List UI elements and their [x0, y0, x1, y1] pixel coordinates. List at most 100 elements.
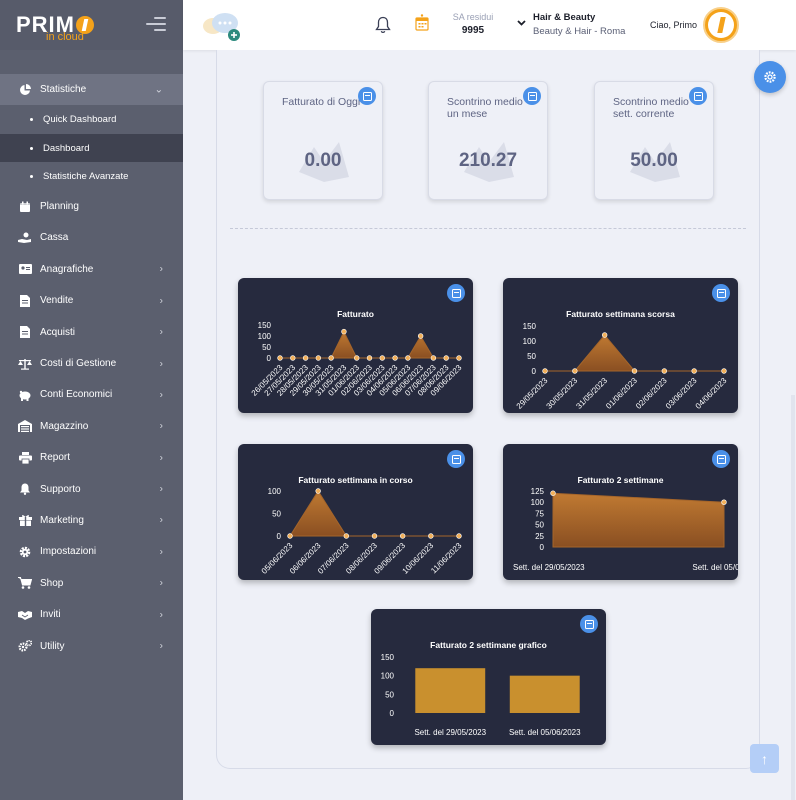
y-tick-label: 0 [267, 354, 272, 363]
export-icon[interactable] [447, 450, 465, 468]
sidebar-item-label: Anagrafiche [40, 263, 94, 275]
chat-support-icon[interactable] [201, 10, 243, 42]
data-point [290, 355, 296, 361]
salon-name: Hair & Beauty [533, 12, 596, 23]
scroll-to-top-button[interactable]: ↑ [750, 744, 779, 773]
kpi-value: 210.27 [458, 150, 518, 171]
chevron-down-icon [517, 18, 526, 29]
chart-svg: Fatturato05010015026/05/202327/05/202328… [250, 309, 464, 398]
chevron-right-icon: › [159, 577, 163, 589]
avatar[interactable] [703, 7, 739, 43]
data-point [631, 368, 638, 374]
scrollbar[interactable] [791, 395, 795, 800]
y-tick-label: 75 [535, 509, 544, 518]
sidebar-item-shop[interactable]: Shop › [0, 568, 183, 599]
kpi-value: 50.00 [630, 150, 678, 171]
y-tick-label: 50 [535, 521, 544, 530]
data-point [572, 368, 578, 374]
y-tick-label: 125 [531, 487, 545, 496]
sidebar-item-impostazioni[interactable]: Impostazioni › [0, 536, 183, 567]
data-point [417, 333, 424, 339]
sidebar-item-marketing[interactable]: Marketing › [0, 505, 183, 536]
sidebar-item-supporto[interactable]: Supporto › [0, 473, 183, 504]
data-point [287, 533, 293, 539]
data-point [456, 355, 462, 361]
sidebar-subitem-label: Quick Dashboard [43, 114, 117, 126]
logo[interactable]: PRIM in cloud [16, 12, 94, 43]
gears-icon [18, 639, 32, 653]
export-icon[interactable] [712, 450, 730, 468]
sidebar-item-conti-economici[interactable]: Conti Economici › [0, 379, 183, 410]
sidebar-item-inviti[interactable]: Inviti › [0, 599, 183, 630]
sidebar-item-costi-di-gestione[interactable]: Costi di Gestione › [0, 348, 183, 379]
export-icon[interactable] [523, 87, 541, 105]
sidebar-item-label: Inviti [40, 609, 61, 621]
area-series [289, 490, 459, 537]
user-greeting: Ciao, Primo [650, 20, 698, 30]
bar [415, 668, 486, 713]
sidebar-subitem-quick-dashboard[interactable]: Quick Dashboard [0, 105, 183, 134]
data-point [354, 355, 360, 361]
y-tick-label: 50 [527, 352, 536, 361]
bullet-icon [30, 146, 33, 150]
sidebar-subitem-dashboard[interactable]: Dashboard [0, 133, 183, 163]
gift-icon [18, 513, 32, 527]
data-point [405, 355, 411, 361]
sidebar-item-label: Utility [40, 640, 65, 652]
piggy-bank-icon [18, 388, 32, 402]
kpi-title: Scontrino medio un mese [447, 96, 523, 120]
sidebar-item-vendite[interactable]: Vendite › [0, 285, 183, 316]
data-point [661, 368, 668, 374]
data-point [392, 355, 398, 361]
sa-credits-label: SA residui [452, 12, 494, 22]
sidebar: PRIM in cloud Statistiche ⌄ Quick Dashbo… [0, 0, 183, 800]
sidebar-subitem-statistiche-avanzate[interactable]: Statistiche Avanzate [0, 162, 183, 191]
sidebar-item-anagrafiche[interactable]: Anagrafiche › [0, 254, 183, 285]
printer-icon [18, 451, 32, 465]
gear-icon [18, 545, 32, 559]
sidebar-item-label: Impostazioni [40, 546, 97, 558]
chart-card-fatturato: Fatturato 0 50 100 150 26/05/2023 27/05/2023 28… [238, 278, 473, 413]
export-icon[interactable] [358, 87, 376, 105]
sa-credits: SA residui 9995 [443, 12, 503, 36]
sidebar-item-label: Report [40, 452, 71, 464]
sidebar-item-statistiche[interactable]: Statistiche ⌄ [0, 74, 183, 106]
logo-main-text: PRIM [16, 12, 75, 37]
sidebar-item-label: Supporto [40, 483, 81, 495]
sidebar-item-magazzino[interactable]: Magazzino › [0, 411, 183, 442]
export-icon[interactable] [689, 87, 707, 105]
y-tick-label: 100 [381, 672, 395, 681]
export-icon[interactable] [580, 615, 598, 633]
sidebar-item-cassa[interactable]: Cassa [0, 222, 183, 253]
settings-gear-button[interactable] [754, 61, 786, 93]
data-point [430, 355, 437, 361]
hamburger-menu-icon[interactable] [146, 17, 166, 33]
area-series [545, 334, 724, 372]
data-point [691, 368, 697, 374]
sidebar-item-acquisti[interactable]: Acquisti › [0, 316, 183, 347]
notification-bell-icon[interactable] [375, 16, 391, 34]
topbar: SA residui 9995 Hair & Beauty Beauty & H… [183, 0, 796, 50]
chart-card-fatturato-2-settimane: Fatturato 2 settimane 0 25 50 75 100 125 Sett. … [503, 444, 738, 580]
data-point [328, 355, 334, 361]
y-tick-label: 0 [540, 543, 545, 552]
sidebar-item-planning[interactable]: Planning [0, 191, 183, 222]
x-tick-label: Sett. del 05/06/2023 [692, 563, 738, 572]
kpi-title: Scontrino medio sett. corrente [613, 96, 689, 120]
export-icon[interactable] [447, 284, 465, 302]
export-icon[interactable] [712, 284, 730, 302]
chart-title: Fatturato settimana in corso [298, 475, 412, 485]
sidebar-item-report[interactable]: Report › [0, 442, 183, 473]
sa-credits-value: 9995 [461, 25, 485, 36]
handshake-icon [18, 608, 32, 622]
kpi-card-scontrino-settimana: Scontrino medio sett. corrente 50.00 [594, 81, 714, 200]
x-tick-label: 04/06/2023 [694, 376, 729, 411]
data-point [721, 368, 727, 374]
balance-scale-icon [18, 357, 32, 371]
calendar-icon[interactable] [415, 14, 429, 32]
sidebar-item-label: Statistiche [40, 84, 87, 96]
data-point [302, 355, 309, 361]
y-tick-label: 0 [532, 367, 537, 376]
sidebar-item-utility[interactable]: Utility › [0, 630, 183, 661]
chart-title: Fatturato 2 settimane [578, 475, 664, 485]
